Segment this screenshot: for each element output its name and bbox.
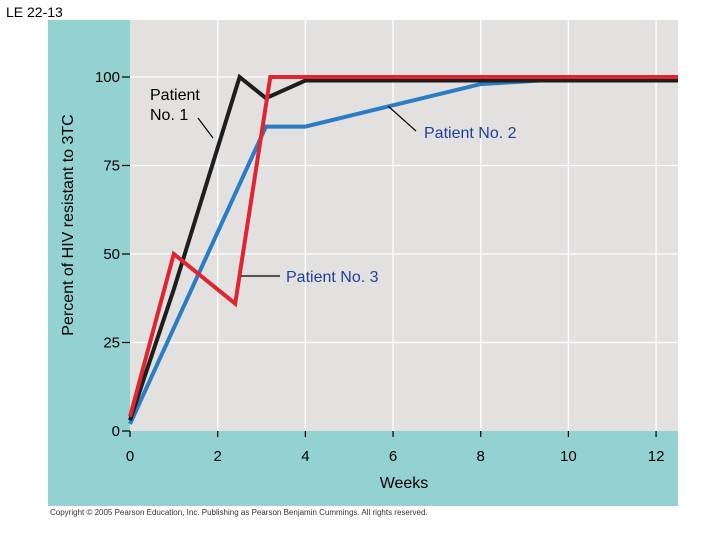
callout-patient-2: Patient No. 2 <box>424 125 517 142</box>
y-axis-ticks: 0 25 50 75 100 <box>95 69 130 440</box>
y-tick-label: 100 <box>95 69 120 86</box>
callout-leader-patient-2 <box>387 105 417 132</box>
x-axis-title: Weeks <box>380 475 429 492</box>
y-tick-label: 0 <box>112 423 120 440</box>
y-tick-label: 50 <box>103 246 120 263</box>
x-tick-label: 8 <box>477 448 485 465</box>
x-tick-label: 10 <box>560 448 577 465</box>
x-tick-label: 12 <box>648 448 665 465</box>
callout-leader-patient-1 <box>197 117 214 139</box>
x-tick-label: 6 <box>389 448 397 465</box>
x-tick-label: 4 <box>301 448 309 465</box>
callout-patient-3: Patient No. 3 <box>286 269 379 286</box>
copyright-notice: Copyright © 2005 Pearson Education, Inc.… <box>50 508 428 517</box>
callouts: Patient No. 1 Patient No. 2 Patient No. … <box>150 87 517 286</box>
y-tick-label: 25 <box>103 335 120 352</box>
series-group <box>128 73 679 425</box>
page-label: LE 22-13 <box>6 4 63 20</box>
series-line-patient-no-1 <box>128 73 678 422</box>
y-tick-label: 75 <box>103 158 120 175</box>
callout-patient-1-line2: No. 1 <box>150 107 188 124</box>
callout-patient-1-line1: Patient <box>150 87 200 104</box>
x-axis-ticks: 0 2 4 6 8 10 12 <box>126 431 665 465</box>
x-tick-label: 2 <box>214 448 222 465</box>
x-tick-label: 0 <box>126 448 134 465</box>
series-line-patient-no-3 <box>128 75 678 418</box>
y-axis-title: Percent of HIV resistant to 3TC <box>60 114 77 335</box>
